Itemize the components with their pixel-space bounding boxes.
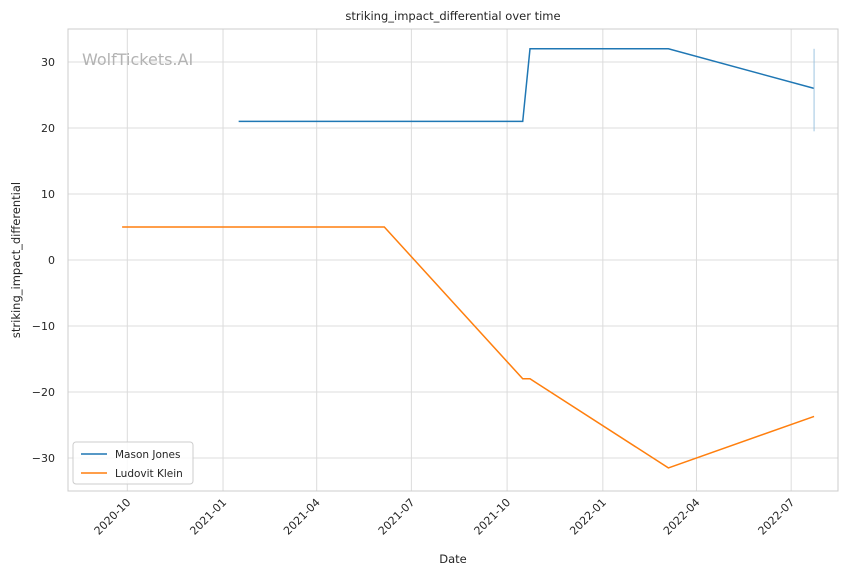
legend-label: Mason Jones (115, 449, 181, 461)
series-line-2 (122, 226, 815, 469)
y-axis-label: striking_impact_differential (9, 182, 23, 338)
y-tick-label: −20 (32, 386, 55, 399)
x-tick-label: 2022-07 (756, 496, 798, 538)
y-tick-label: −10 (32, 320, 55, 333)
series-line-1 (238, 48, 815, 123)
x-tick-label: 2021-01 (187, 496, 229, 538)
x-tick-labels: 2020-10 2021-01 2021-04 2021-07 2021-10 2022-… (92, 496, 798, 538)
y-tick-label: −30 (32, 452, 55, 465)
y-tick-label: 30 (41, 56, 55, 69)
x-axis-label: Date (439, 552, 467, 566)
y-tick-labels: −30 −20 −10 0 10 20 30 (32, 56, 55, 465)
y-tick-label: 20 (41, 122, 55, 135)
y-tick-label: 0 (48, 254, 55, 267)
x-tick-label: 2021-04 (281, 496, 323, 538)
x-tick-label: 2021-10 (472, 496, 514, 538)
chart-title: striking_impact_differential over time (345, 9, 560, 23)
y-tick-label: 10 (41, 188, 55, 201)
grid (68, 29, 838, 491)
series-lines (122, 48, 815, 469)
x-tick-label: 2022-01 (567, 496, 609, 538)
x-tick-label: 2021-07 (376, 496, 418, 538)
plot-frame (67, 28, 839, 492)
x-tick-label: 2022-04 (661, 496, 703, 538)
watermark-text: WolfTickets.AI (82, 50, 193, 69)
x-tick-label: 2020-10 (92, 496, 134, 538)
legend-label: Ludovit Klein (115, 468, 183, 480)
legend: Mason Jones Ludovit Klein (72, 441, 194, 485)
